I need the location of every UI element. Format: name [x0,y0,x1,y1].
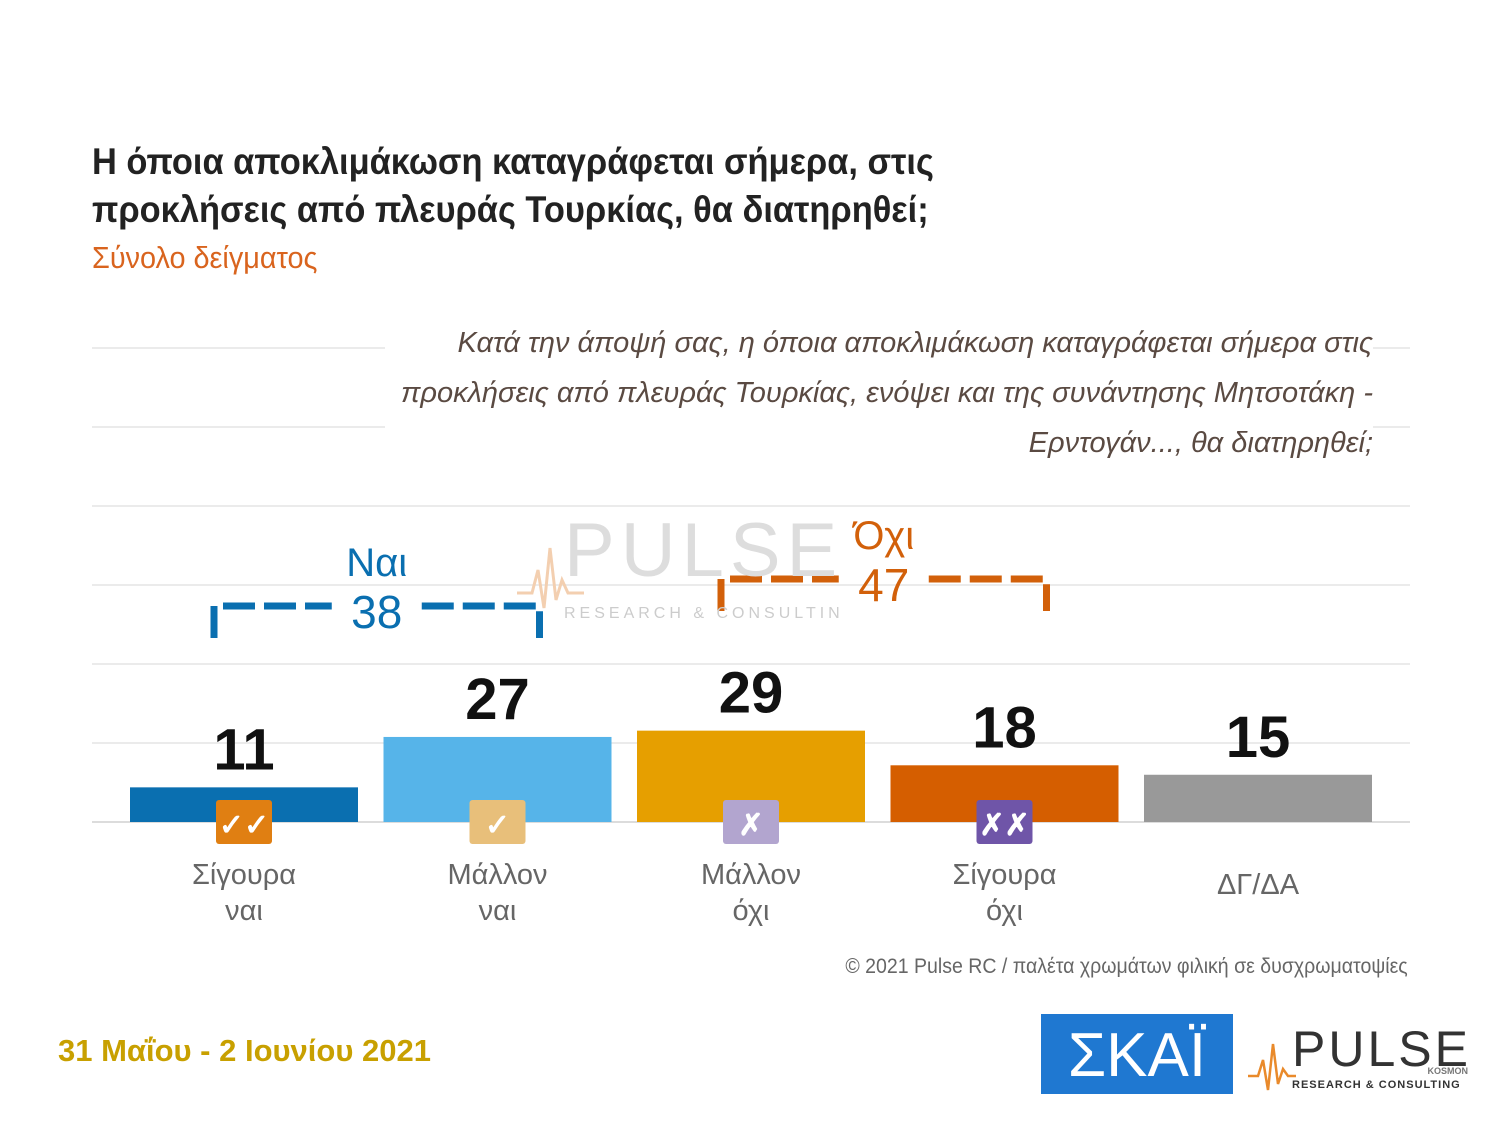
group-label: Όχι [851,514,914,558]
double-check-icon [216,800,272,844]
skai-logo: ΣΚΑΪ [1041,1014,1233,1094]
group-total: 38 [351,586,402,638]
category-label: Σίγουρα [192,859,296,891]
group-bracket-right [928,575,1050,611]
svg-text:KOSMON: KOSMON [1428,1066,1469,1076]
value-label: 27 [465,667,530,732]
double-cross-glyph: ✗✗ [979,809,1029,842]
category-label: Μάλλον [447,859,547,891]
svg-text:RESEARCH & CONSULTING: RESEARCH & CONSULTING [1292,1079,1461,1091]
value-label: 18 [972,695,1037,760]
check-glyph: ✓ [485,809,510,842]
category-label: όχι [986,895,1023,927]
group-bracket-left [717,575,839,611]
value-label: 11 [213,717,274,782]
bars [130,730,1372,822]
double-check-glyph: ✓✓ [219,809,269,842]
survey-question: Κατά την άποψή σας, η όποια αποκλιμάκωση… [385,318,1373,468]
bar-icons: ✓✓ ✓ ✗ ✗✗ [216,800,1033,844]
cross-icon [723,800,779,844]
pulse-logo: PULSE RESEARCH & CONSULTING KOSMON [1248,1021,1471,1091]
value-label: 15 [1226,705,1291,770]
svg-text:PULSE: PULSE [1292,1021,1471,1077]
double-cross-icon [976,800,1033,844]
group-bracket-right [421,602,543,638]
chart-subtitle: Σύνολο δείγματος [92,240,318,275]
svg-text:RESEARCH & CONSULTING: RESEARCH & CONSULTING [564,605,842,622]
category-label: Μάλλον [701,859,801,891]
category-label: ναι [225,895,263,927]
group-total: 47 [858,559,909,611]
group-bracket-left [210,602,332,638]
category-labels: Σίγουρα ναι Μάλλον ναι Μάλλον όχι Σίγουρα όχι ΔΓ… [192,859,1300,927]
category-label: ΔΓ/ΔΑ [1217,869,1300,901]
survey-date: 31 Μαΐου - 2 Ιουνίου 2021 [58,1033,431,1068]
category-label: ναι [479,895,517,927]
svg-text:ΣΚΑΪ: ΣΚΑΪ [1068,1021,1207,1090]
cross-glyph: ✗ [738,809,763,842]
copyright-credit: © 2021 Pulse RC / παλέτα χρωμάτων φιλική… [845,955,1408,978]
category-label: όχι [732,895,769,927]
group-label: Ναι [346,541,407,585]
value-labels: 11 27 29 18 15 [213,661,1290,783]
pulse-watermark: PULSE RESEARCH & CONSULTING [517,508,842,622]
bar [1144,774,1372,822]
value-label: 29 [719,661,784,726]
chart-title: Η όποια αποκλιμάκωση καταγράφεται σήμερα… [92,141,934,230]
svg-text:PULSE: PULSE [564,508,842,593]
category-label: Σίγουρα [952,859,1056,891]
check-icon [469,800,526,844]
